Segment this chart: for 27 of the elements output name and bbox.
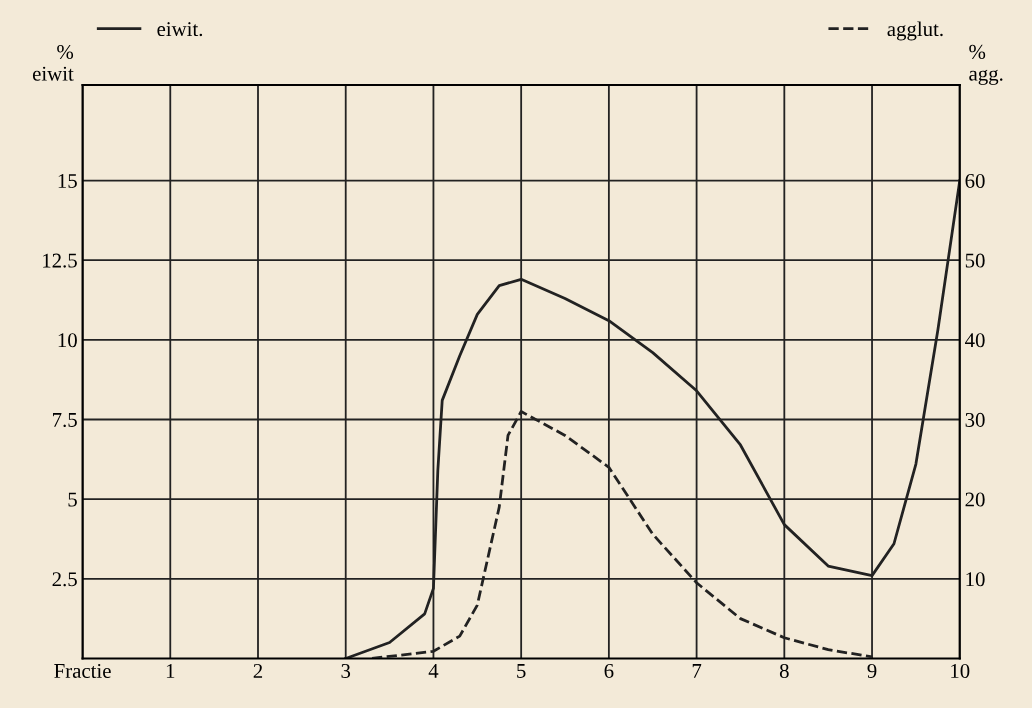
y-tick-label: 2.5: [52, 572, 77, 587]
y-axis-title: % eiwit: [32, 44, 74, 81]
legend-label: eiwit.: [157, 22, 203, 37]
x-tick-label: 4: [428, 664, 439, 678]
x-tick-label: 7: [692, 664, 702, 678]
y-tick-label: 5: [68, 492, 77, 507]
x-tick-label: 9: [867, 663, 877, 678]
y2-axis-title: % agg.: [969, 44, 1003, 85]
y2-tick-label: 10: [966, 572, 985, 587]
x-tick-label: 5: [517, 664, 526, 678]
y2-tick-label: 20: [965, 492, 985, 507]
y2-tick-label: 40: [965, 333, 985, 348]
legend-label: agglut.: [887, 21, 943, 41]
y-tick-label: 12.5: [43, 253, 77, 268]
y-tick-label: 7.5: [53, 413, 77, 428]
y-tick-label: 15: [58, 174, 77, 188]
x-tick-label: 2: [253, 663, 263, 678]
x-tick-label: 10: [951, 663, 970, 678]
x-tick-label: 8: [779, 663, 789, 678]
y2-tick-label: 30: [965, 412, 985, 427]
x-tick-label: 3: [341, 663, 351, 678]
y2-tick-label: 50: [965, 253, 985, 268]
x-tick-label: 1: [166, 664, 175, 678]
x-tick-label: Fractie: [54, 663, 111, 678]
x-tick-label: 6: [604, 663, 614, 678]
y2-tick-label: 60: [965, 173, 985, 188]
y-tick-label: 10: [58, 333, 77, 348]
